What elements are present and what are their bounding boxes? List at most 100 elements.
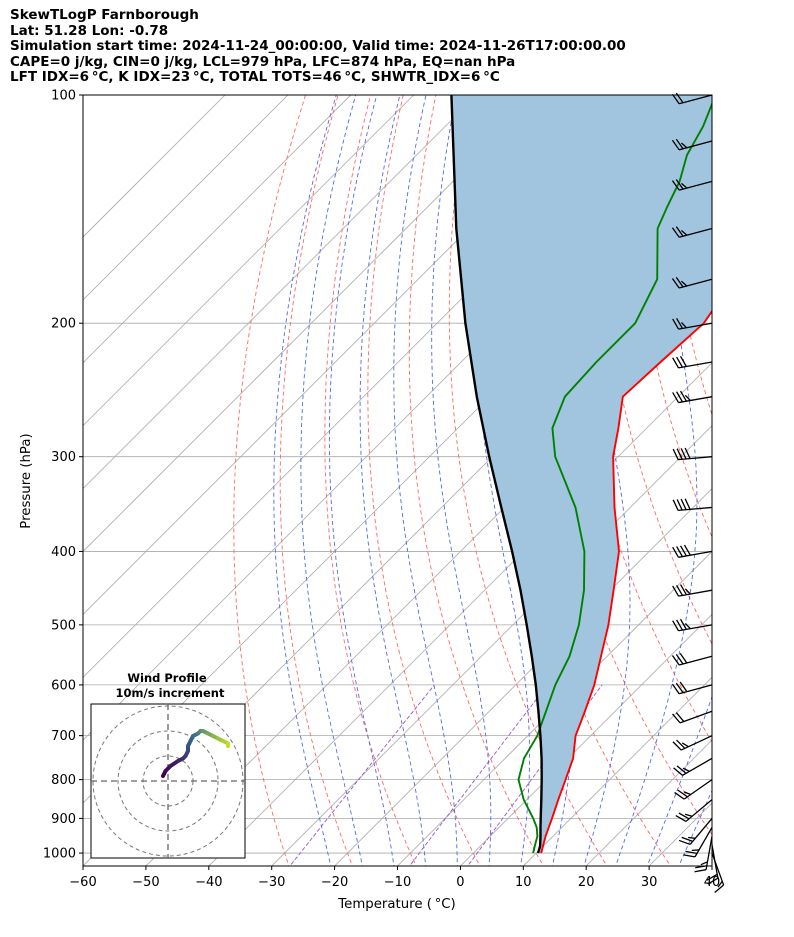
wind-barb-feather bbox=[672, 546, 680, 558]
wind-barb-feather bbox=[675, 815, 687, 822]
stability-indices-2: LFT IDX=6 °C, K IDX=23 °C, TOTAL TOTS=46… bbox=[10, 69, 500, 86]
wind-barb bbox=[671, 653, 713, 666]
x-tick-label: −30 bbox=[258, 875, 285, 890]
wind-barb-feather bbox=[679, 545, 687, 557]
wind-barb-feather bbox=[676, 619, 684, 631]
wind-barb-feather bbox=[671, 139, 680, 151]
wind-barb bbox=[672, 356, 713, 369]
cape-shading bbox=[451, 95, 712, 854]
wind-barb-feather bbox=[672, 392, 680, 403]
wind-barb-feather bbox=[672, 448, 679, 460]
wind-barb-feather bbox=[671, 278, 680, 289]
axes: −60 −50 −40 −30 −20 −10 0 10 20 30 40 1000 900 800 700… bbox=[43, 89, 720, 891]
dry-adiabat-line bbox=[367, 95, 481, 866]
wind-barb-feather bbox=[684, 623, 691, 630]
inset-title: Wind Profile bbox=[127, 671, 207, 685]
x-tick-label: −10 bbox=[384, 875, 411, 890]
x-tick-label: −20 bbox=[321, 875, 348, 890]
y-tick-label: 1000 bbox=[43, 847, 76, 862]
wind-barb bbox=[683, 827, 713, 858]
wind-barb bbox=[672, 390, 713, 404]
y-tick-label: 600 bbox=[51, 678, 76, 693]
x-tick-label: −40 bbox=[195, 875, 222, 890]
isotherm-line bbox=[83, 95, 541, 553]
wind-barb-staff bbox=[705, 836, 713, 870]
wind-barb-staff bbox=[678, 589, 713, 597]
mixing-ratio-line bbox=[409, 684, 548, 866]
wind-barb-feather bbox=[679, 653, 688, 664]
wind-barb-feather bbox=[672, 713, 681, 724]
wind-barb-feather bbox=[675, 226, 684, 237]
wind-barb-feather bbox=[676, 448, 683, 460]
wind-barb-feather bbox=[676, 391, 684, 403]
wind-barb-feather bbox=[672, 741, 682, 751]
wind-barb-feather bbox=[673, 767, 683, 776]
wind-barb-feather bbox=[683, 854, 696, 858]
x-tick-label: 20 bbox=[578, 875, 595, 890]
isotherm-line bbox=[271, 425, 712, 866]
wind-barb-feather bbox=[671, 180, 680, 191]
isotherm-line bbox=[83, 95, 478, 490]
wind-barb-feather bbox=[676, 317, 684, 329]
wind-barb-staff bbox=[682, 757, 713, 776]
wind-barb-feather bbox=[707, 877, 719, 885]
wind-barb-feather bbox=[681, 280, 688, 287]
profile-lines bbox=[450, 95, 712, 854]
wind-barb bbox=[672, 584, 713, 597]
wind-barb-feather bbox=[706, 873, 718, 881]
wind-barb-feather bbox=[678, 839, 691, 846]
wind-barb-feather bbox=[676, 765, 687, 774]
wind-barb-feather bbox=[675, 179, 684, 190]
wind-barb-staff bbox=[678, 655, 713, 666]
wind-barb-feather bbox=[679, 390, 687, 402]
wind-barb-staff bbox=[694, 827, 713, 858]
inset-subtitle: 10m/s increment bbox=[116, 686, 225, 700]
wind-barb-feather bbox=[671, 93, 680, 105]
wind-barb bbox=[678, 817, 713, 846]
wind-barb-feather bbox=[675, 138, 684, 150]
wind-barb-feather bbox=[671, 227, 680, 238]
wind-barb-feather bbox=[676, 499, 683, 511]
wind-barb-feather bbox=[675, 682, 684, 694]
wind-barb-staff bbox=[679, 710, 713, 724]
wind-barb-feather bbox=[683, 791, 691, 796]
isotherm-line bbox=[83, 95, 226, 238]
wind-barb-feather bbox=[684, 588, 691, 595]
wind-barb-feather bbox=[672, 318, 680, 330]
moist-adiabat-line bbox=[474, 95, 530, 866]
dry-adiabat-line bbox=[596, 95, 712, 645]
x-tick-label: 40 bbox=[704, 875, 721, 890]
isotherm-line bbox=[334, 488, 712, 866]
wind-barb-staff bbox=[678, 550, 713, 558]
wind-barb-feather bbox=[679, 618, 687, 630]
wind-barb-feather bbox=[672, 620, 680, 632]
dry-adiabat-line bbox=[630, 95, 712, 539]
wind-barb-staff bbox=[680, 735, 713, 751]
y-tick-label: 200 bbox=[51, 317, 76, 332]
wind-barb-staff bbox=[678, 684, 713, 695]
dry-adiabat-line bbox=[233, 95, 306, 866]
x-tick-label: 10 bbox=[515, 875, 532, 890]
dry-adiabat-line bbox=[324, 95, 417, 866]
wind-barb-staff bbox=[678, 278, 713, 289]
y-tick-label: 300 bbox=[51, 450, 76, 465]
wind-barb-staff bbox=[678, 227, 713, 238]
wind-barb-staff bbox=[678, 322, 713, 330]
dry-adiabat-line bbox=[408, 95, 544, 866]
wind-barb bbox=[672, 544, 713, 558]
wind-barb-feather bbox=[684, 447, 691, 459]
wind-barb-feather bbox=[680, 498, 687, 510]
wind-barb bbox=[671, 138, 713, 151]
dry-adiabat-line bbox=[448, 95, 608, 866]
wind-barb-feather bbox=[677, 789, 688, 798]
wind-barb-feather bbox=[685, 850, 698, 855]
wind-barb bbox=[672, 618, 713, 632]
wind-barb-feather bbox=[676, 356, 684, 368]
wind-barb bbox=[706, 844, 719, 885]
y-axis-label: Pressure (hPa) bbox=[19, 433, 34, 528]
wind-barb bbox=[671, 277, 713, 289]
x-axis-label: Temperature ( °C) bbox=[337, 897, 455, 912]
wind-barb-feather bbox=[717, 880, 723, 888]
wind-barb bbox=[672, 317, 713, 330]
